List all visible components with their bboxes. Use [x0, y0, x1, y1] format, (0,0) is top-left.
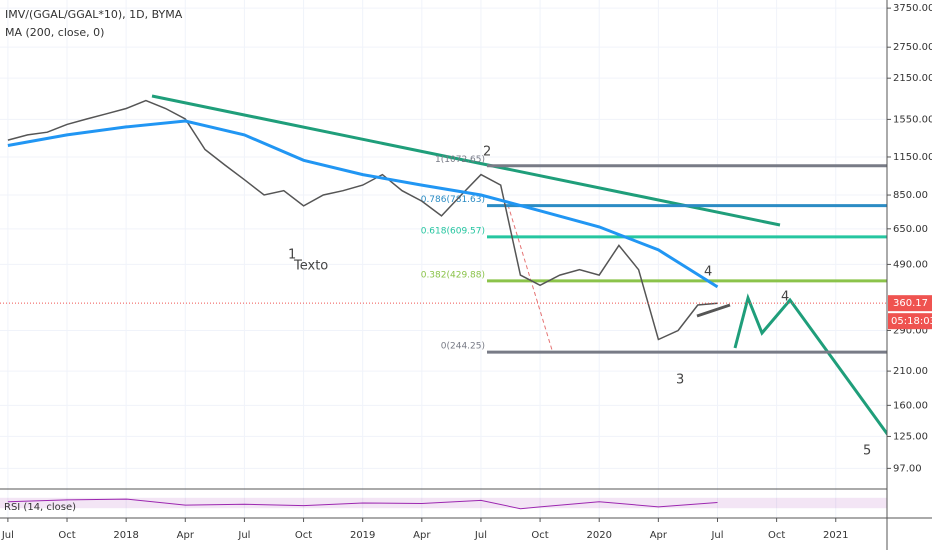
- y-tick-label: 290.00: [893, 325, 928, 336]
- rsi-band: [0, 497, 887, 509]
- countdown-box: [888, 313, 932, 330]
- y-tick-label: 650.00: [893, 224, 928, 235]
- fib-label: 0.786(781.63): [421, 195, 485, 205]
- x-tick-label: Oct: [295, 530, 312, 541]
- x-tick-label: Apr: [177, 530, 195, 541]
- chart-title: IMV/(GGAL/GGAL*10), 1D, BYMA: [5, 8, 183, 21]
- rsi-label: RSI (14, close): [4, 502, 76, 513]
- x-tick-label: 2021: [823, 530, 848, 541]
- countdown-label: 05:18:03: [891, 316, 932, 327]
- y-tick-label: 1150.00: [893, 152, 932, 163]
- price-axis-bg: [887, 0, 932, 550]
- y-tick-label: 1550.00: [893, 114, 932, 125]
- series-line: [7, 119, 719, 289]
- trend-line: [151, 94, 781, 227]
- retrace-line: [507, 204, 553, 351]
- y-tick-label: 210.00: [893, 366, 928, 377]
- y-tick-label: 2150.00: [893, 73, 932, 84]
- wave-label: 5: [863, 444, 871, 459]
- y-tick-label: 3750.00: [893, 3, 932, 14]
- wave-label: 3: [676, 373, 684, 388]
- fib-label: 0(244.25): [441, 342, 485, 352]
- indicator-label: MA (200, close, 0): [5, 26, 104, 39]
- x-tick-label: Jul: [1, 530, 14, 541]
- last-price-label: 360.17: [893, 298, 928, 309]
- projection: [733, 293, 890, 436]
- x-tick-label: Apr: [413, 530, 431, 541]
- x-tick-label: Oct: [531, 530, 548, 541]
- x-tick-label: Oct: [768, 530, 785, 541]
- x-tick-label: 2019: [350, 530, 375, 541]
- y-tick-label: 850.00: [893, 190, 928, 201]
- x-tick-label: Apr: [650, 530, 668, 541]
- y-tick-label: 97.00: [893, 463, 922, 474]
- wave-label: 1: [288, 248, 296, 263]
- wedge-line: [696, 303, 731, 318]
- y-tick-label: 125.00: [893, 431, 928, 442]
- y-tick-label: 2750.00: [893, 42, 932, 53]
- rsi-line: [7, 498, 718, 510]
- x-tick-label: Jul: [474, 530, 487, 541]
- plot: 1(1072.65) 0.786(781.63) 0.618(609.57) 0.38…: [0, 99, 887, 510]
- axes: 3750.00 2750.00 2150.00 1550.00 1150.00 850.0…: [1, 3, 932, 541]
- last-price-box: [888, 295, 932, 312]
- fib-label: 0.618(609.57): [421, 226, 485, 236]
- x-tick-label: 2018: [113, 530, 138, 541]
- text-label: Texto: [293, 259, 328, 274]
- x-tick-label: Jul: [237, 530, 250, 541]
- series-line: [7, 99, 718, 341]
- y-tick-label: 490.00: [893, 259, 928, 270]
- x-tick-label: 2020: [586, 530, 611, 541]
- grid: [0, 0, 887, 518]
- x-tick-label: Oct: [58, 530, 75, 541]
- fib-label: 1(1072.65): [435, 155, 485, 165]
- wave-label: 2: [483, 145, 491, 160]
- wave-label: 4: [704, 265, 712, 280]
- y-tick-label: 160.00: [893, 400, 928, 411]
- wave-label: 4: [781, 290, 789, 305]
- fib-label: 0.382(429.88): [421, 270, 485, 280]
- x-tick-label: Jul: [710, 530, 723, 541]
